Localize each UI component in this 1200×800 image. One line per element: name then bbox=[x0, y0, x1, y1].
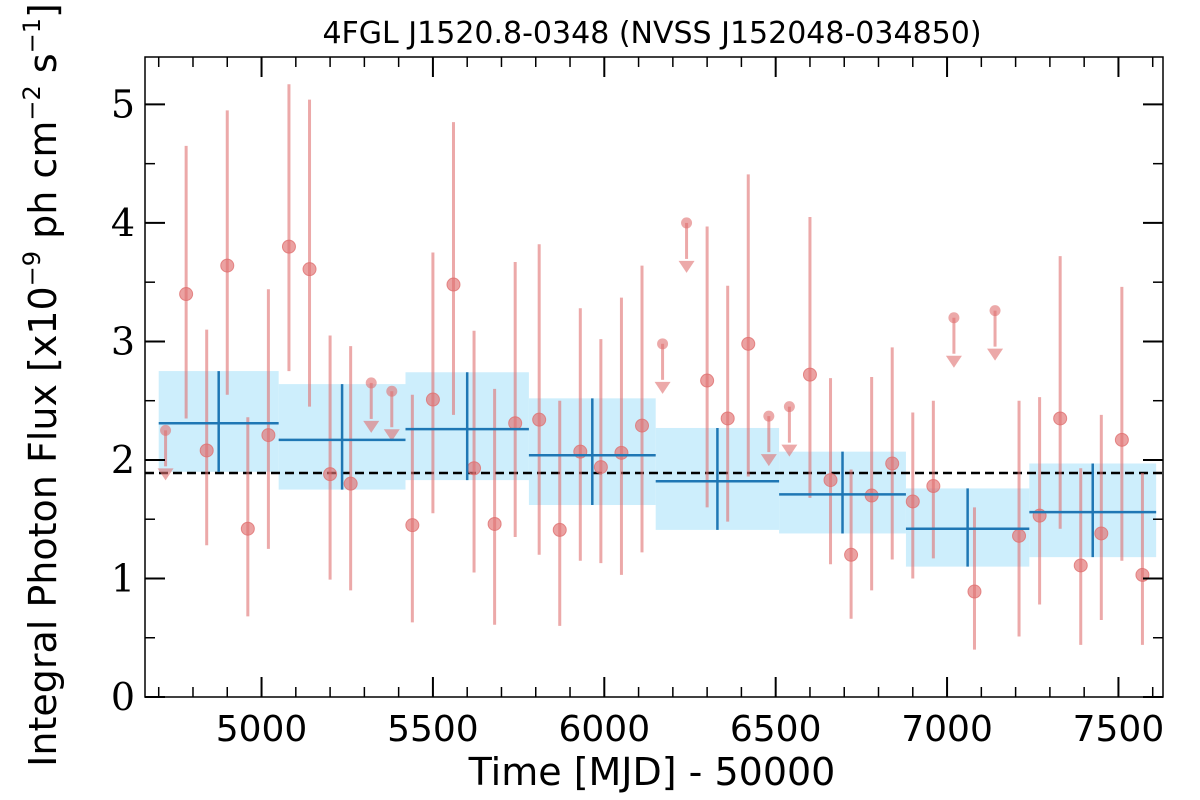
y-axis-label: Integral Photon Flux [x10−9 ph cm−2 s−1] bbox=[18, 3, 65, 767]
upper-limit-arrow bbox=[678, 260, 695, 273]
y-tick-label: 3 bbox=[111, 319, 135, 363]
flux-point bbox=[425, 392, 440, 407]
flux-point bbox=[1114, 432, 1129, 447]
y-axis-label-exp1: −9 bbox=[18, 251, 46, 286]
flux-point bbox=[261, 428, 276, 443]
flux-point bbox=[220, 258, 235, 273]
x-tick-label: 6000 bbox=[558, 709, 650, 750]
y-axis-label-mid: ph cm bbox=[21, 121, 65, 251]
flux-point bbox=[552, 522, 567, 537]
x-axis-label: Time [MJD] - 50000 bbox=[468, 750, 836, 794]
flux-point bbox=[1094, 526, 1109, 541]
upper-limit-marker bbox=[657, 338, 669, 350]
upper-limit-marker bbox=[989, 305, 1001, 317]
upper-limit-marker bbox=[365, 377, 377, 389]
flux-point bbox=[635, 418, 650, 433]
x-tick-label: 6500 bbox=[730, 709, 822, 750]
upper-limit-arrow bbox=[363, 420, 380, 433]
flux-point bbox=[905, 494, 920, 509]
flux-point bbox=[844, 547, 859, 562]
upper-limit-marker bbox=[386, 385, 398, 397]
upper-limit-marker bbox=[763, 410, 775, 422]
upper-limit-marker bbox=[783, 401, 795, 413]
y-axis-label-pre: Integral Photon Flux [x10 bbox=[21, 286, 65, 767]
y-axis-label-mid2: s bbox=[21, 53, 65, 85]
upper-limit-arrow bbox=[760, 454, 777, 467]
flux-point bbox=[741, 336, 756, 351]
flux-point bbox=[199, 443, 214, 458]
axis-ticks-layer: 5000 5500 6000 6500 7000 7500 0 1 2 3 4 5 bbox=[111, 57, 1164, 750]
upper-limit-arrow bbox=[987, 348, 1004, 361]
upper-limit-arrow bbox=[945, 355, 962, 368]
flux-point bbox=[179, 287, 194, 302]
y-tick-label: 2 bbox=[111, 438, 135, 482]
flux-point bbox=[281, 239, 296, 254]
flux-point bbox=[240, 521, 255, 536]
x-tick-label: 7000 bbox=[901, 709, 993, 750]
flux-point bbox=[720, 411, 735, 426]
flux-point bbox=[508, 416, 523, 431]
binned-flux-layer bbox=[158, 371, 1157, 567]
flux-points-layer bbox=[157, 84, 1150, 650]
flux-point bbox=[487, 516, 502, 531]
chart-title: 4FGL J1520.8-0348 (NVSS J152048-034850) bbox=[322, 16, 981, 51]
flux-point bbox=[1073, 558, 1088, 573]
x-tick-label: 5000 bbox=[216, 709, 308, 750]
flux-point bbox=[302, 262, 317, 277]
y-tick-label: 5 bbox=[111, 82, 135, 126]
y-tick-label: 0 bbox=[111, 675, 135, 719]
flux-point bbox=[593, 460, 608, 475]
flux-point bbox=[532, 412, 547, 427]
flux-point bbox=[802, 367, 817, 382]
flux-point bbox=[1053, 411, 1068, 426]
flux-point bbox=[1012, 528, 1027, 543]
flux-point bbox=[823, 473, 838, 488]
plot-frame bbox=[144, 56, 1164, 698]
upper-limit-marker bbox=[948, 312, 960, 324]
upper-limit-arrow bbox=[157, 468, 174, 481]
y-tick-label: 4 bbox=[111, 201, 135, 245]
upper-limit-marker bbox=[160, 424, 172, 436]
x-tick-label: 5500 bbox=[387, 709, 479, 750]
flux-point bbox=[446, 277, 461, 292]
flux-point bbox=[343, 476, 358, 491]
flux-point bbox=[323, 467, 338, 482]
upper-limit-marker bbox=[681, 217, 693, 229]
flux-point bbox=[405, 518, 420, 533]
flux-point bbox=[614, 445, 629, 460]
flux-point bbox=[967, 584, 982, 599]
upper-limit-arrow bbox=[383, 429, 400, 442]
flux-point bbox=[926, 479, 941, 494]
upper-limit-arrow bbox=[654, 381, 671, 394]
flux-point bbox=[885, 456, 900, 471]
y-axis-label-post: ] bbox=[21, 3, 65, 18]
flux-point bbox=[700, 373, 715, 388]
x-tick-label: 7500 bbox=[1073, 709, 1165, 750]
y-axis-label-exp3: −1 bbox=[18, 18, 46, 53]
flux-point bbox=[467, 461, 482, 476]
y-axis-label-exp2: −2 bbox=[18, 85, 46, 120]
upper-limit-arrow bbox=[781, 444, 798, 457]
y-tick-label: 1 bbox=[111, 556, 135, 600]
